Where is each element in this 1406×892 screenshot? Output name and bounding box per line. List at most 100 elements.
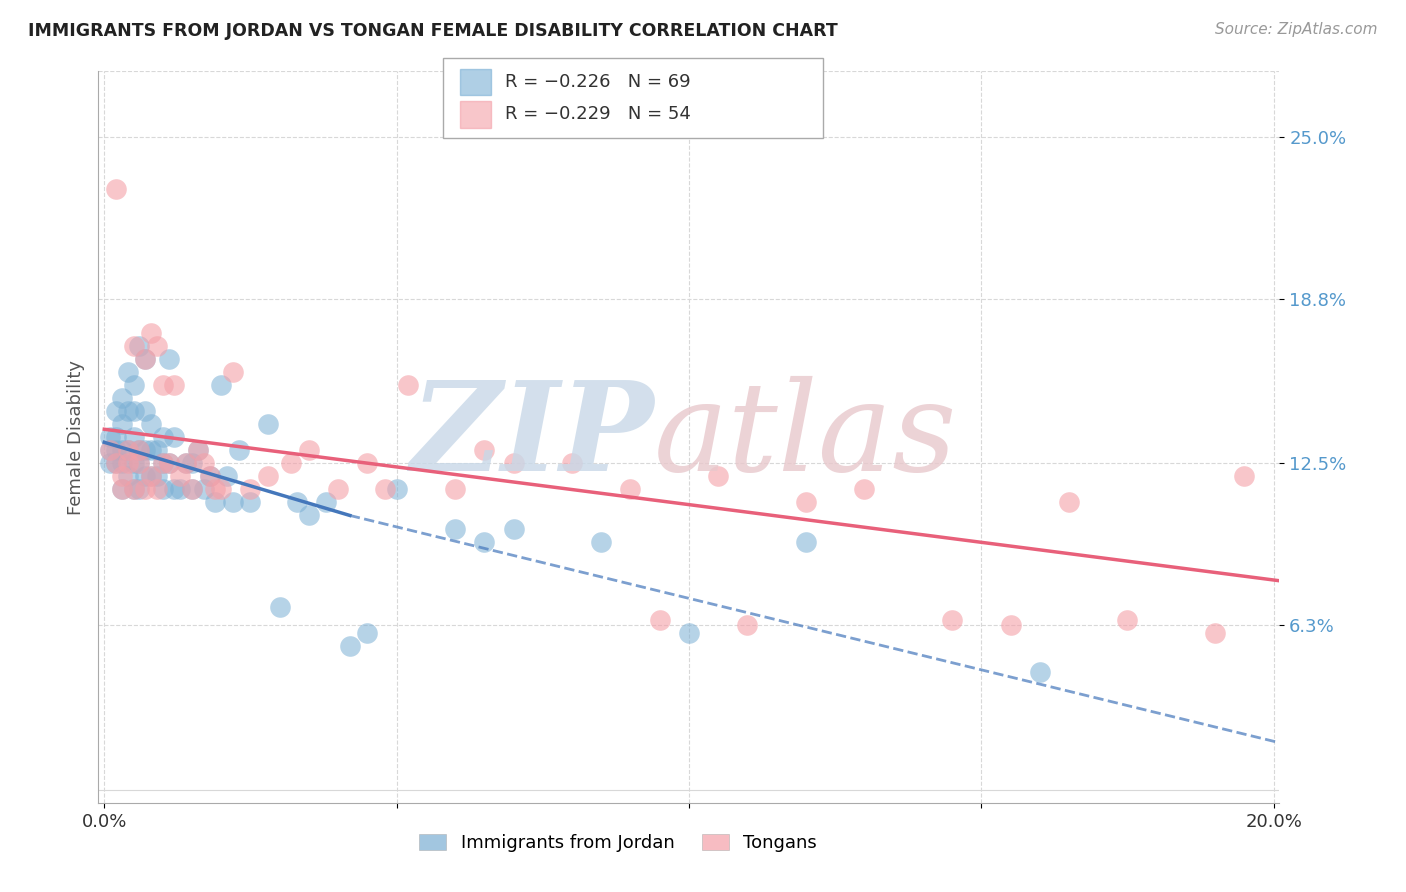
Point: [134, 351, 156, 366]
Point: [163, 430, 186, 444]
Point: [1116, 613, 1139, 627]
Point: [239, 495, 262, 509]
Point: [157, 456, 180, 470]
Point: [1233, 469, 1256, 483]
Point: [222, 365, 245, 379]
Point: [128, 338, 150, 352]
Point: [152, 456, 174, 470]
Point: [187, 443, 209, 458]
Point: [139, 326, 162, 340]
Point: [117, 443, 139, 458]
Point: [561, 456, 583, 470]
Point: [122, 456, 145, 470]
Point: [122, 430, 145, 444]
Point: [1000, 618, 1022, 632]
Point: [122, 483, 145, 497]
Point: [111, 483, 134, 497]
Point: [111, 483, 134, 497]
Point: [139, 469, 162, 483]
Point: [1029, 665, 1052, 680]
Point: [139, 417, 162, 431]
Point: [128, 483, 150, 497]
Text: Source: ZipAtlas.com: Source: ZipAtlas.com: [1215, 22, 1378, 37]
Point: [941, 613, 963, 627]
Point: [157, 351, 180, 366]
Point: [502, 456, 524, 470]
Point: [794, 534, 817, 549]
Point: [111, 443, 134, 458]
Point: [152, 483, 174, 497]
Point: [298, 443, 321, 458]
Point: [163, 483, 186, 497]
Point: [157, 456, 180, 470]
Point: [204, 483, 226, 497]
Point: [146, 338, 169, 352]
Point: [193, 456, 215, 470]
Point: [193, 483, 215, 497]
Point: [122, 404, 145, 418]
Point: [257, 469, 280, 483]
Point: [339, 639, 361, 653]
Point: [326, 483, 349, 497]
Point: [111, 469, 134, 483]
Point: [117, 443, 139, 458]
Point: [280, 456, 302, 470]
Point: [111, 417, 134, 431]
Point: [853, 483, 876, 497]
Point: [152, 456, 174, 470]
Point: [444, 521, 467, 535]
Point: [472, 443, 495, 458]
Point: [209, 483, 232, 497]
Point: [204, 495, 226, 509]
Point: [111, 456, 134, 470]
Point: [104, 456, 127, 470]
Point: [111, 391, 134, 405]
Point: [1204, 626, 1226, 640]
Point: [146, 443, 169, 458]
Point: [122, 338, 145, 352]
Point: [228, 443, 250, 458]
Point: [198, 469, 221, 483]
Point: [98, 443, 121, 458]
Point: [257, 417, 280, 431]
Point: [648, 613, 671, 627]
Point: [198, 469, 221, 483]
Point: [374, 483, 396, 497]
Text: R = −0.226   N = 69: R = −0.226 N = 69: [505, 73, 690, 91]
Point: [98, 443, 121, 458]
Point: [502, 521, 524, 535]
Point: [117, 456, 139, 470]
Point: [285, 495, 308, 509]
Point: [128, 456, 150, 470]
Point: [152, 430, 174, 444]
Point: [98, 430, 121, 444]
Y-axis label: Female Disability: Female Disability: [66, 359, 84, 515]
Point: [187, 443, 209, 458]
Point: [707, 469, 730, 483]
Point: [215, 469, 238, 483]
Text: R = −0.229   N = 54: R = −0.229 N = 54: [505, 105, 690, 123]
Point: [117, 404, 139, 418]
Point: [444, 483, 467, 497]
Point: [222, 495, 245, 509]
Point: [146, 469, 169, 483]
Point: [174, 456, 197, 470]
Point: [128, 456, 150, 470]
Point: [139, 469, 162, 483]
Point: [104, 443, 127, 458]
Point: [104, 456, 127, 470]
Point: [472, 534, 495, 549]
Point: [122, 483, 145, 497]
Point: [117, 469, 139, 483]
Point: [239, 483, 262, 497]
Point: [298, 508, 321, 523]
Point: [169, 483, 191, 497]
Point: [134, 404, 156, 418]
Legend: Immigrants from Jordan, Tongans: Immigrants from Jordan, Tongans: [412, 827, 824, 860]
Point: [315, 495, 337, 509]
Point: [794, 495, 817, 509]
Point: [385, 483, 408, 497]
Point: [104, 430, 127, 444]
Point: [356, 626, 378, 640]
Point: [619, 483, 641, 497]
